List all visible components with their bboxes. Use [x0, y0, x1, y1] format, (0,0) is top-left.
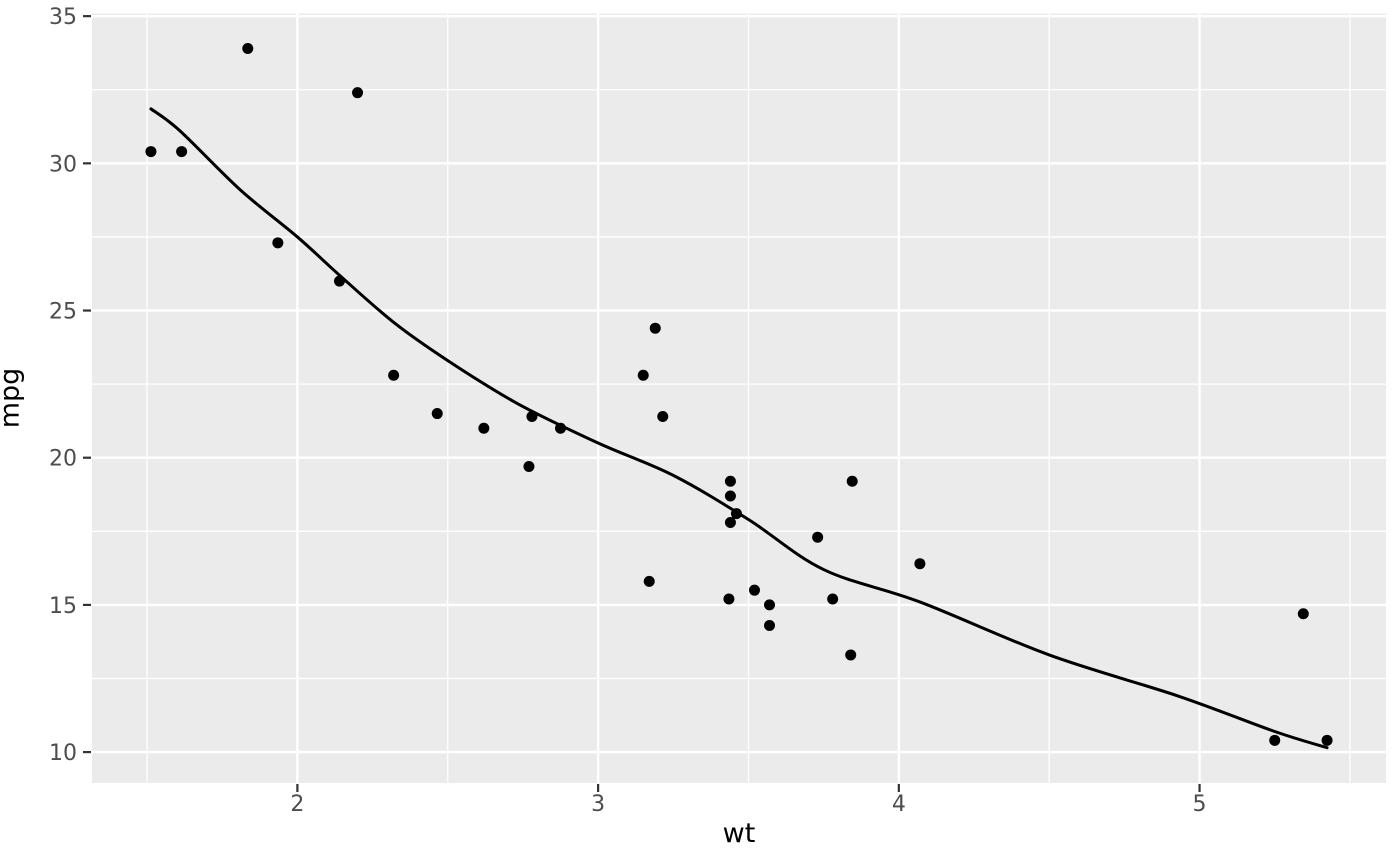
data-point: [333, 275, 345, 287]
data-point: [1297, 608, 1309, 620]
data-point: [478, 422, 490, 434]
x-tick-label: 2: [290, 792, 304, 817]
data-point: [145, 146, 157, 158]
data-point: [176, 146, 188, 158]
data-point: [431, 408, 443, 420]
data-point: [526, 411, 538, 423]
data-point: [1269, 734, 1281, 746]
data-point: [846, 475, 858, 487]
x-tick-label: 4: [892, 792, 906, 817]
data-point: [730, 508, 742, 520]
data-point: [914, 558, 926, 570]
data-point: [724, 516, 736, 528]
x-tick-label: 5: [1193, 792, 1207, 817]
data-point: [388, 369, 400, 381]
plot-panel: [92, 13, 1386, 783]
data-point: [724, 490, 736, 502]
data-point: [637, 369, 649, 381]
data-point: [764, 620, 776, 632]
y-tick-label: 35: [49, 5, 77, 30]
data-point: [649, 322, 661, 334]
data-point: [1321, 734, 1333, 746]
data-point: [724, 475, 736, 487]
y-tick-label: 20: [49, 447, 77, 472]
y-axis-title: mpg: [0, 367, 26, 429]
data-point: [764, 599, 776, 611]
data-point: [523, 461, 535, 473]
y-tick-label: 10: [49, 741, 77, 766]
y-tick-label: 25: [49, 300, 77, 325]
data-point: [812, 531, 824, 543]
x-tick-label: 3: [591, 792, 605, 817]
data-point: [845, 649, 857, 661]
data-point: [242, 43, 254, 55]
data-point: [352, 87, 364, 99]
data-point: [555, 422, 567, 434]
data-point: [748, 584, 760, 596]
data-point: [827, 593, 839, 605]
data-point: [272, 237, 284, 249]
y-tick-label: 15: [49, 594, 77, 619]
smooth-line: [149, 107, 1329, 750]
x-axis-title: wt: [722, 818, 756, 849]
data-point: [723, 593, 735, 605]
y-tick-label: 30: [49, 152, 77, 177]
data-point: [657, 411, 669, 423]
data-point: [643, 575, 655, 587]
